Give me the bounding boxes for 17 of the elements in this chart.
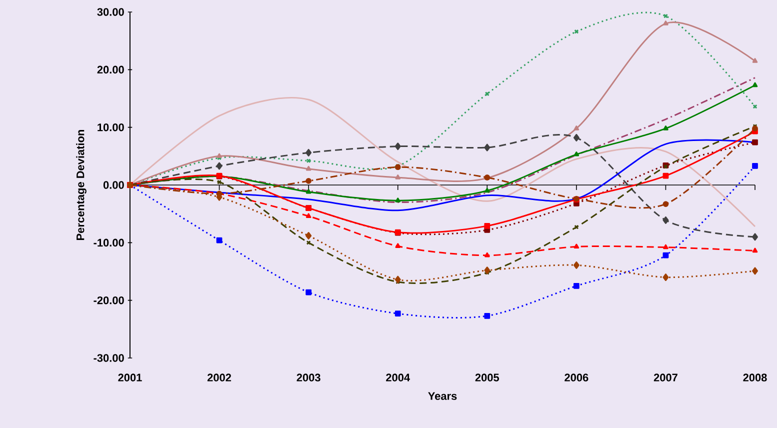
x-tick-label: 2004 [386, 374, 410, 382]
y-tick-label: -20.00 [94, 296, 124, 304]
y-tick-label: 0.00 [103, 181, 124, 189]
x-tick-label: 2002 [207, 374, 232, 382]
x-axis-title: Years [428, 392, 457, 400]
y-tick-label: 30.00 [97, 8, 124, 16]
y-axis-title: Percentage Deviation [76, 130, 86, 240]
y-tick-label: -30.00 [94, 354, 124, 362]
x-tick-label: 2007 [654, 374, 678, 382]
y-tick-label: 20.00 [97, 66, 124, 74]
x-tick-label: 2008 [743, 374, 767, 382]
x-tick-label: 2001 [118, 374, 142, 382]
x-tick-label: 2005 [475, 374, 500, 382]
y-tick-label: 10.00 [98, 123, 124, 132]
x-tick-label: 2003 [296, 374, 320, 382]
y-tick-label: -10.00 [94, 238, 124, 247]
x-tick-label: 2006 [564, 374, 588, 382]
